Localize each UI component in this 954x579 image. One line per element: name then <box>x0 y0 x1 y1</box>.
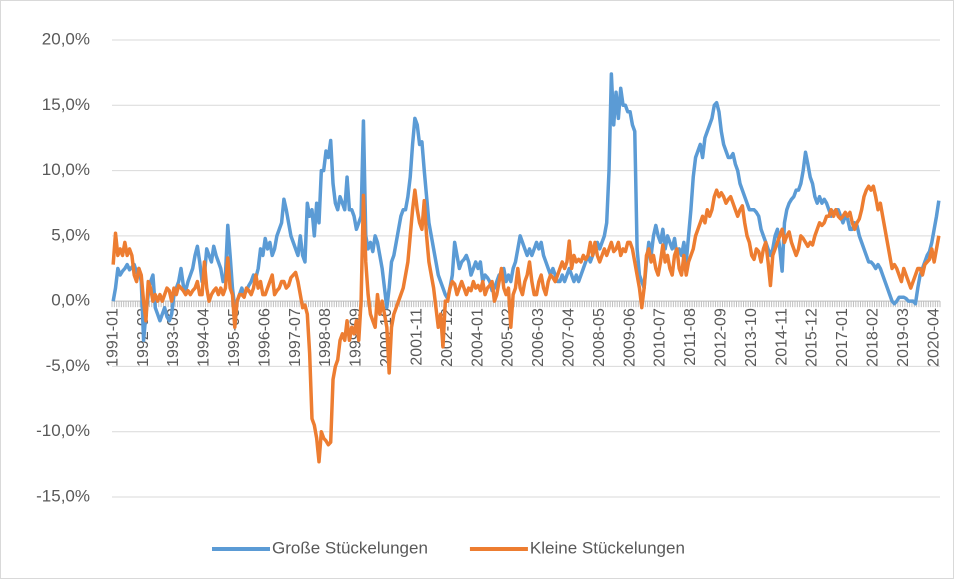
x-tick-label: 2015-12 <box>804 308 821 367</box>
x-tick-label: 2012-09 <box>713 308 730 367</box>
x-tick-label: 2001-11 <box>408 308 425 366</box>
x-tick-label: 1997-07 <box>287 308 304 367</box>
series-line <box>111 72 941 343</box>
y-tick-label: 20,0% <box>42 29 90 48</box>
x-tick-label: 1993-03 <box>165 308 182 367</box>
x-tick-label: 2017-01 <box>834 308 851 367</box>
legend-label: Große Stückelungen <box>272 538 428 557</box>
x-tick-label: 2020-04 <box>925 308 942 367</box>
x-tick-label: 2018-02 <box>865 308 882 367</box>
x-tick-label: 2013-10 <box>743 308 760 367</box>
y-tick-label: -10,0% <box>36 421 90 440</box>
x-tick-label: 1996-06 <box>256 308 273 367</box>
x-tick-label: 1995-05 <box>226 308 243 367</box>
x-tick-label: 2006-03 <box>530 308 547 367</box>
x-tick-label: 2004-01 <box>469 308 486 367</box>
x-tick-label: 2005-02 <box>500 308 517 367</box>
y-tick-label: 5,0% <box>51 225 90 244</box>
y-tick-label: 10,0% <box>42 160 90 179</box>
x-tick-label: 2019-03 <box>895 308 912 367</box>
x-tick-label: 2009-06 <box>621 308 638 367</box>
y-tick-label: 0,0% <box>51 291 90 310</box>
x-tick-label: 1998-08 <box>317 308 334 367</box>
series-line <box>111 184 941 464</box>
x-tick-label: 1994-04 <box>196 308 213 367</box>
x-tick-label: 2014-11 <box>773 308 790 366</box>
y-tick-label: 15,0% <box>42 95 90 114</box>
x-tick-label: 2010-07 <box>652 308 669 367</box>
y-tick-label: -5,0% <box>46 356 90 375</box>
y-tick-label: -15,0% <box>36 486 90 505</box>
x-tick-label: 1991-01 <box>104 308 121 367</box>
legend-label: Kleine Stückelungen <box>530 538 685 557</box>
legend: Große Stückelungen Kleine Stückelungen <box>212 538 685 557</box>
x-tick-label: 2008-05 <box>591 308 608 367</box>
x-tick-label: 2011-08 <box>682 308 699 366</box>
x-tick-label: 2007-04 <box>560 308 577 367</box>
